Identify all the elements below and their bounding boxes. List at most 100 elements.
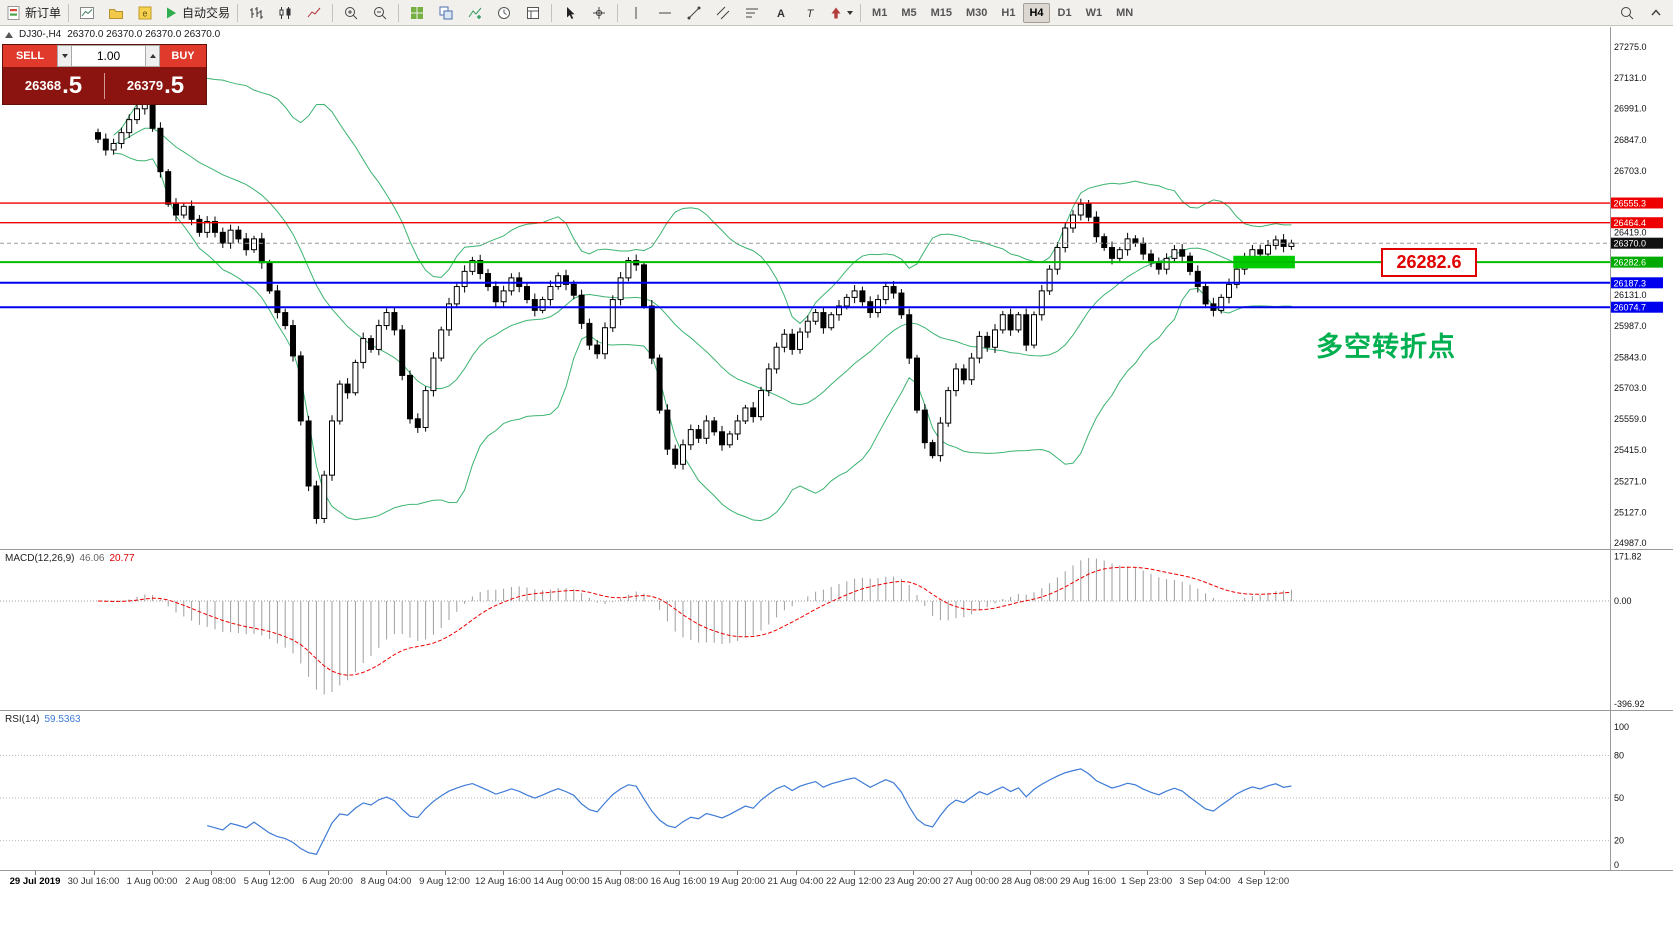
trendline-tool-button[interactable]	[680, 1, 708, 25]
candle-body	[664, 409, 671, 450]
price-axis-badge-label: 26187.3	[1614, 278, 1647, 288]
timeframe-m1-button[interactable]: M1	[872, 6, 888, 19]
vertical-line-tool-button[interactable]	[622, 1, 650, 25]
sell-price[interactable]: 26368.5	[3, 73, 104, 98]
candle-body	[641, 264, 647, 307]
fibonacci-icon	[746, 8, 759, 17]
templates-button[interactable]	[519, 1, 547, 25]
rsi-pane[interactable]: 100 80 50 20 0	[0, 711, 1673, 870]
candle-body	[726, 433, 733, 446]
sell-button[interactable]: SELL	[3, 45, 57, 67]
candle-body	[1226, 283, 1232, 298]
price-axis-badge-label: 26282.6	[1614, 258, 1647, 268]
cursor-icon	[567, 6, 575, 19]
candle-body	[453, 286, 460, 305]
pane-splitter[interactable]	[0, 710, 1673, 711]
channel-tool-button[interactable]	[709, 1, 737, 25]
candlestick-mode-button[interactable]	[271, 1, 299, 25]
candle-body	[976, 335, 983, 359]
volume-increase-button[interactable]	[145, 45, 160, 67]
candle-body	[960, 368, 967, 381]
fibonacci-tool-button[interactable]	[738, 1, 766, 25]
candle-body	[1194, 270, 1201, 288]
macd-pane[interactable]: 171.82 0.00 -396.92	[0, 550, 1673, 709]
candle-body	[141, 103, 148, 110]
timeframe-m15-button[interactable]: M15	[930, 6, 952, 19]
time-axis-label: 23 Aug 20:00	[884, 876, 941, 887]
svg-text:A: A	[777, 8, 785, 20]
candle-body	[102, 138, 109, 151]
autotrade-button[interactable]: 自动交易	[160, 1, 233, 25]
cursor-tool-button[interactable]	[556, 1, 584, 25]
collapse-toolbar-button[interactable]	[1642, 1, 1670, 25]
search-button[interactable]	[1613, 1, 1641, 25]
crosshair-tool-button[interactable]	[585, 1, 613, 25]
tile-windows-button[interactable]	[432, 1, 460, 25]
new-chart-button[interactable]	[73, 1, 101, 25]
zoom-out-button[interactable]	[366, 1, 394, 25]
timeframe-h4-button[interactable]: H4	[1023, 2, 1050, 23]
periods-button[interactable]	[490, 1, 518, 25]
line-chart-mode-button[interactable]	[300, 1, 328, 25]
volume-decrease-button[interactable]	[57, 45, 72, 67]
time-axis-tick	[1205, 871, 1206, 875]
caret-up-icon	[149, 54, 156, 58]
arrows-tool-button[interactable]	[825, 1, 856, 25]
candle-body	[820, 312, 827, 329]
price-axis-label: 25987.0	[1614, 321, 1647, 331]
channel-icon	[716, 6, 730, 19]
timeframe-d1-button[interactable]: D1	[1057, 6, 1072, 19]
indicators-button[interactable]	[461, 1, 489, 25]
caret-down-icon	[61, 54, 68, 58]
horizontal-line-tool-button[interactable]	[651, 1, 679, 25]
candle-body	[968, 357, 975, 381]
bar-chart-mode-button[interactable]	[242, 1, 270, 25]
zoom-in-button[interactable]	[337, 1, 365, 25]
price-chart[interactable]: 27275.0 27131.0 26991.0 26847.0 26703.0 26419…	[0, 27, 1673, 549]
candle-body	[742, 407, 749, 422]
candle-body	[383, 312, 390, 327]
profiles-button[interactable]	[102, 1, 130, 25]
candle-body	[134, 108, 140, 121]
timeframe-m5-button[interactable]: M5	[901, 6, 917, 19]
candle-body	[539, 299, 546, 311]
candle-body	[1132, 238, 1139, 244]
time-axis-tick	[444, 871, 446, 875]
time-axis-label: 15 Aug 08:00	[592, 876, 648, 887]
price-level-callout[interactable]: 26282.6	[1381, 248, 1477, 277]
separator	[617, 3, 619, 22]
new-order-button[interactable]: 新订单	[3, 1, 64, 25]
candle-body	[570, 283, 577, 296]
time-axis-label: 8 Aug 04:00	[360, 876, 412, 887]
autotrade-label: 自动交易	[182, 6, 231, 20]
time-axis-tick	[795, 871, 797, 875]
time-axis-label: 12 Aug 16:00	[475, 876, 531, 887]
volume-input[interactable]: 1.00	[72, 45, 145, 67]
candle-body	[274, 290, 281, 314]
text-tool-button[interactable]: A	[767, 1, 795, 25]
one-click-toggle-icon[interactable]	[5, 31, 13, 38]
timeframe-h1-button[interactable]: H1	[1001, 6, 1016, 19]
separator	[551, 3, 553, 22]
timeframe-mn-button[interactable]: MN	[1116, 6, 1134, 19]
candle-body	[929, 442, 936, 457]
turning-point-note[interactable]: 多空转折点	[1316, 332, 1456, 362]
time-axis[interactable]: 29 Jul 2019 30 Jul 16:00 1 Aug 00:00 2 Aug …	[0, 870, 1673, 890]
auto-arrange-button[interactable]	[403, 1, 431, 25]
text-label-tool-button[interactable]: T	[796, 1, 824, 25]
candle-body	[1077, 203, 1084, 216]
candle-body	[711, 420, 718, 433]
candle-body	[578, 294, 585, 324]
timeframe-w1-button[interactable]: W1	[1085, 6, 1103, 19]
buy-price[interactable]: 26379.5	[105, 73, 206, 98]
timeframe-m30-button[interactable]: M30	[966, 6, 988, 19]
metaeditor-button[interactable]: e	[131, 1, 159, 25]
pane-splitter[interactable]	[0, 549, 1673, 550]
price-axis-badge-label: 26555.3	[1614, 199, 1647, 209]
time-axis-label: 29 Jul 2019	[9, 876, 61, 887]
candle-body	[1179, 249, 1186, 257]
sell-price-main: 26368	[24, 78, 62, 93]
separator	[398, 3, 400, 22]
buy-button[interactable]: BUY	[160, 45, 206, 67]
time-axis-tick	[1146, 871, 1148, 875]
